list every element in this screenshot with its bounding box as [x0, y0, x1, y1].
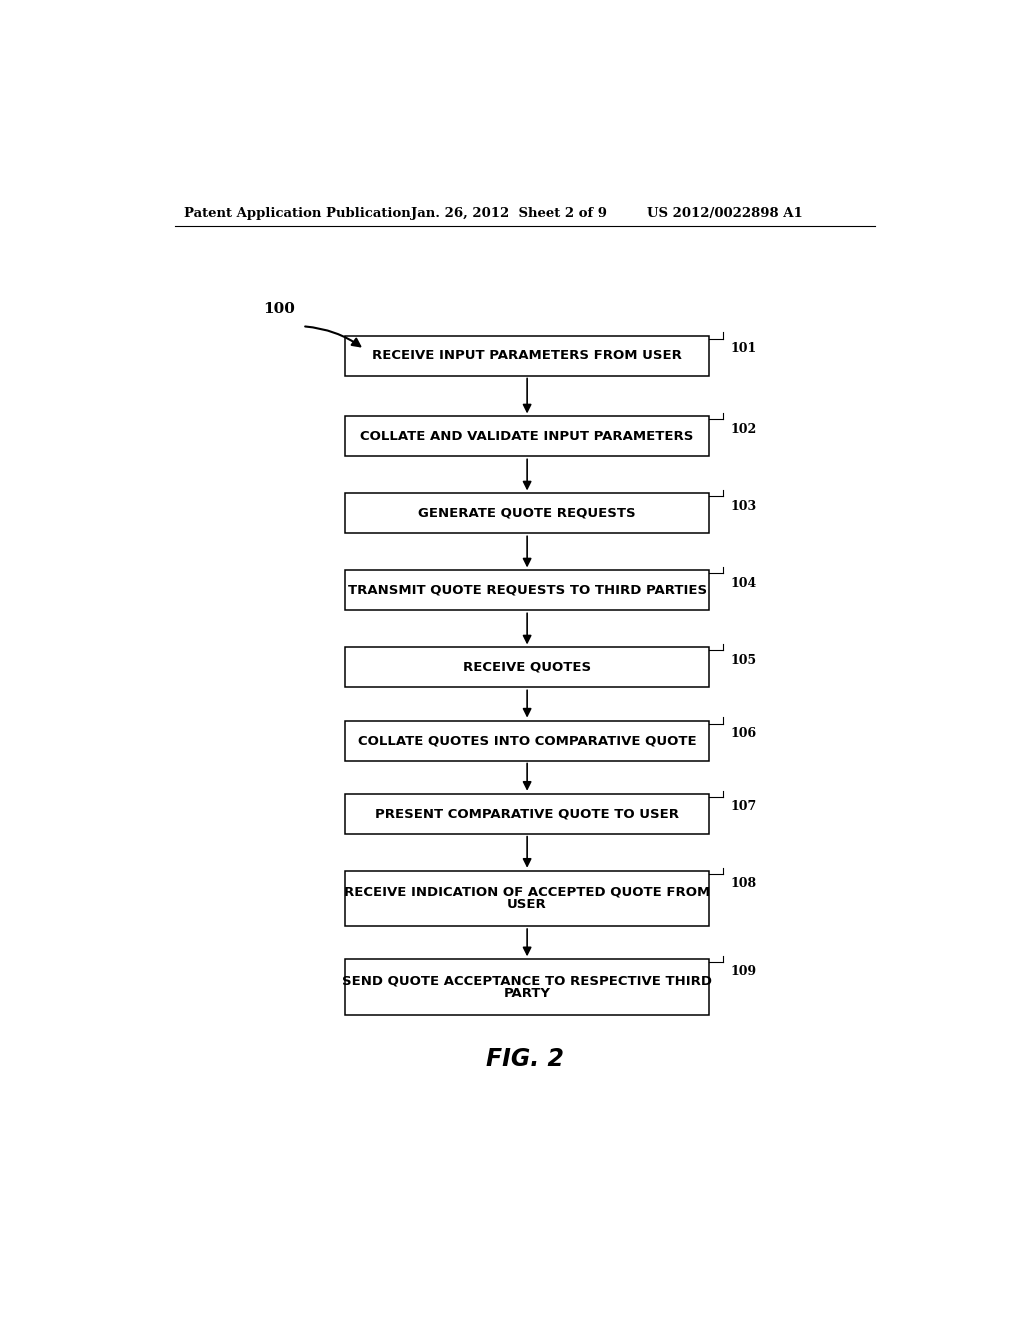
- Text: US 2012/0022898 A1: US 2012/0022898 A1: [647, 207, 803, 220]
- Text: 108: 108: [731, 876, 757, 890]
- Bar: [345, 570, 710, 610]
- Text: RECEIVE QUOTES: RECEIVE QUOTES: [463, 661, 591, 675]
- Text: Patent Application Publication: Patent Application Publication: [183, 207, 411, 220]
- Bar: [345, 494, 710, 533]
- Text: PRESENT COMPARATIVE QUOTE TO USER: PRESENT COMPARATIVE QUOTE TO USER: [375, 807, 679, 820]
- Text: FIG. 2: FIG. 2: [485, 1047, 564, 1072]
- Text: SEND QUOTE ACCEPTANCE TO RESPECTIVE THIRD: SEND QUOTE ACCEPTANCE TO RESPECTIVE THIR…: [342, 974, 712, 987]
- Text: PARTY: PARTY: [504, 986, 551, 999]
- Bar: [345, 721, 710, 760]
- Bar: [345, 416, 710, 457]
- Text: GENERATE QUOTE REQUESTS: GENERATE QUOTE REQUESTS: [419, 507, 636, 520]
- Text: COLLATE AND VALIDATE INPUT PARAMETERS: COLLATE AND VALIDATE INPUT PARAMETERS: [360, 430, 694, 444]
- Text: 107: 107: [731, 800, 757, 813]
- Bar: [345, 793, 710, 834]
- Text: 104: 104: [731, 577, 757, 590]
- Text: USER: USER: [507, 898, 547, 911]
- Text: Jan. 26, 2012  Sheet 2 of 9: Jan. 26, 2012 Sheet 2 of 9: [411, 207, 607, 220]
- Bar: [345, 335, 710, 376]
- Text: RECEIVE INDICATION OF ACCEPTED QUOTE FROM: RECEIVE INDICATION OF ACCEPTED QUOTE FRO…: [344, 886, 711, 899]
- Bar: [345, 871, 710, 927]
- Text: 109: 109: [731, 965, 757, 978]
- Bar: [345, 647, 710, 688]
- Text: TRANSMIT QUOTE REQUESTS TO THIRD PARTIES: TRANSMIT QUOTE REQUESTS TO THIRD PARTIES: [347, 583, 707, 597]
- Text: 105: 105: [731, 653, 757, 667]
- Text: 100: 100: [263, 301, 295, 315]
- Text: 106: 106: [731, 726, 757, 739]
- Text: 102: 102: [731, 422, 757, 436]
- Text: 103: 103: [731, 499, 757, 512]
- Text: 101: 101: [731, 342, 757, 355]
- Bar: [345, 960, 710, 1015]
- Text: COLLATE QUOTES INTO COMPARATIVE QUOTE: COLLATE QUOTES INTO COMPARATIVE QUOTE: [357, 734, 696, 747]
- Text: RECEIVE INPUT PARAMETERS FROM USER: RECEIVE INPUT PARAMETERS FROM USER: [372, 348, 682, 362]
